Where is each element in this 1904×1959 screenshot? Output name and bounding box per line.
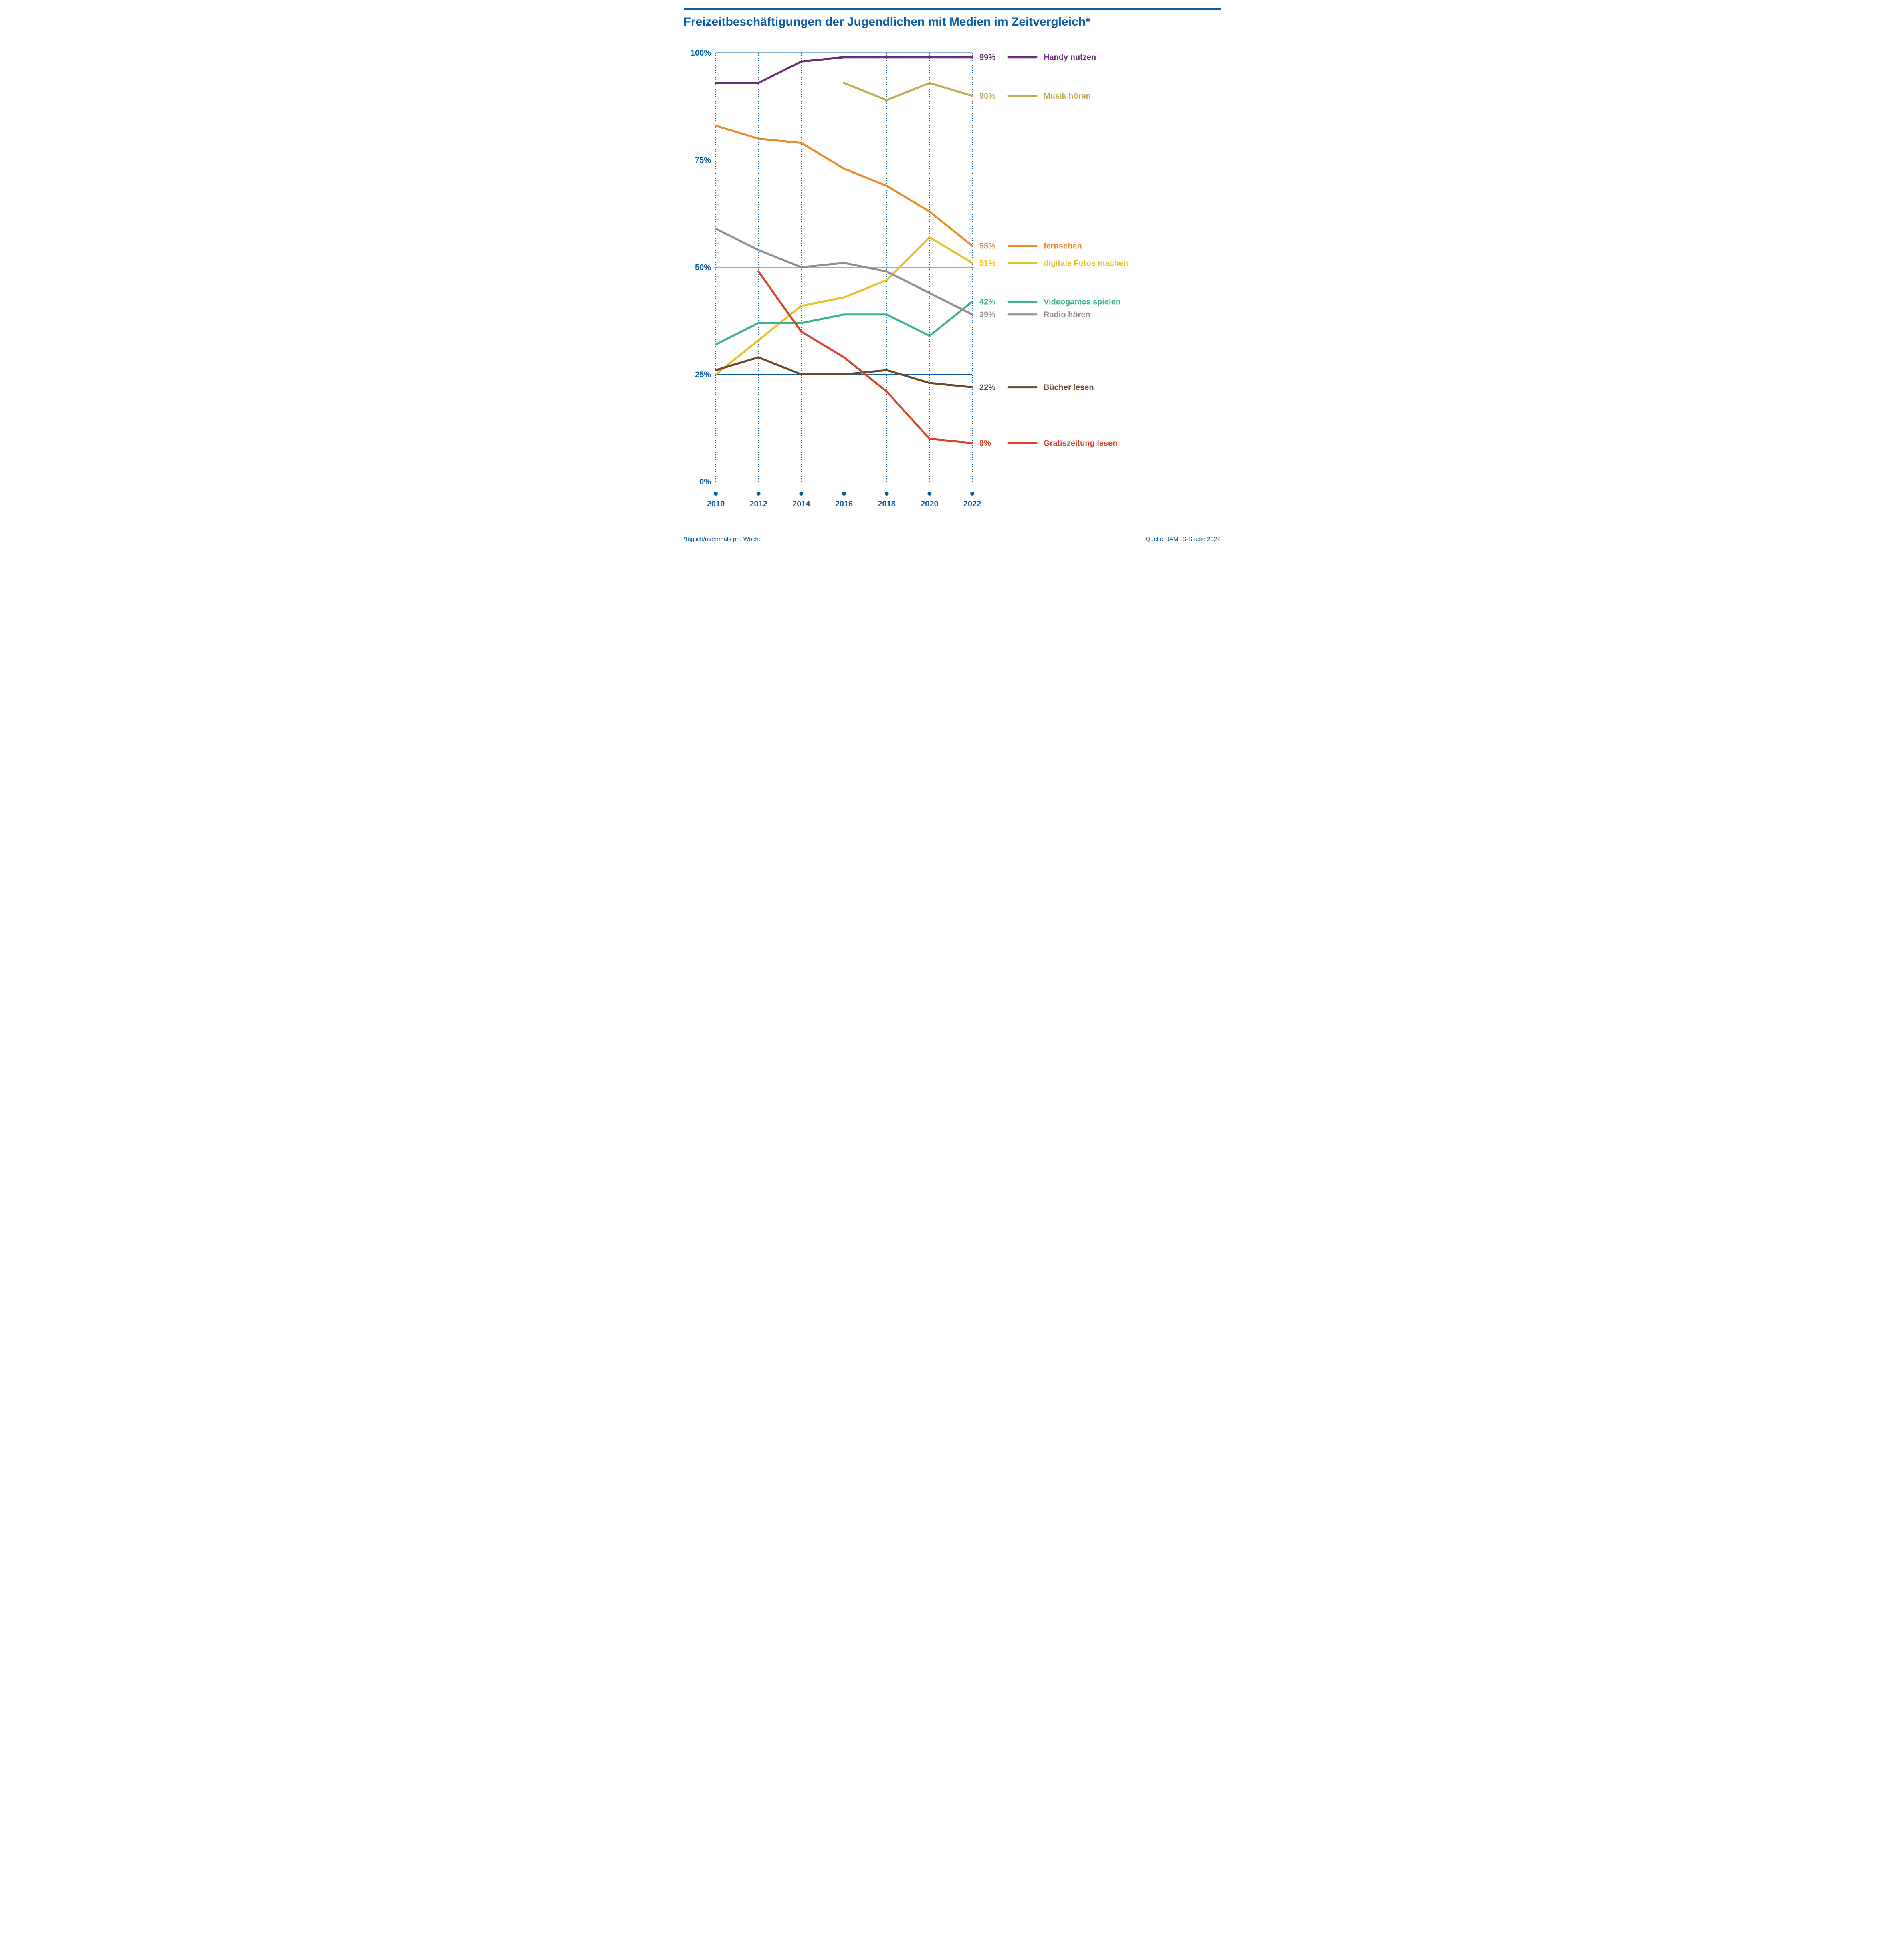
series-value-label: 22% [979,383,995,392]
chart-area: 0% 25% 50% 75% 100% 2010 2012 2014 2016 2018 2020 2… [684,41,1221,524]
x-tick-label: 2016 [835,500,853,508]
chart-title: Freizeitbeschäftigungen der Jugendlichen… [684,15,1221,29]
line-chart: 0% 25% 50% 75% 100% 2010 2012 2014 2016 2018 2020 2… [684,41,1221,522]
series-value-label: 55% [979,242,995,251]
top-rule [684,8,1221,10]
x-tick-label: 2020 [921,500,939,508]
series-value-label: 9% [979,439,991,448]
legend-label: Gratiszeitung lesen [1044,439,1118,448]
series-line [716,229,972,315]
footnote-left: *täglich/mehrmals pro Woche [684,536,762,543]
footnote-right: Quelle: JAMES-Studie 2022 [1146,536,1221,543]
legend-label: Radio hören [1044,311,1090,319]
legend-label: Musik hören [1044,92,1091,101]
x-tick-label: 2012 [749,500,767,508]
y-tick-label: 50% [695,263,711,272]
y-tick-label: 0% [699,478,711,486]
y-tick-label: 25% [695,371,711,379]
legend-label: Bücher lesen [1044,383,1094,392]
series-value-label: 39% [979,311,995,319]
x-tick-label: 2022 [963,500,981,508]
legend-label: Handy nutzen [1044,53,1096,62]
x-tick-label: 2014 [792,500,810,508]
legend-label: Videogames spielen [1044,298,1121,307]
x-tick-label: 2010 [707,500,725,508]
series-value-label: 51% [979,259,995,268]
legend-label: fernsehen [1044,242,1082,251]
x-tick-label: 2018 [878,500,896,508]
y-tick-label: 75% [695,156,711,165]
series-value-label: 99% [979,53,995,62]
legend-label: digitale Fotos machen [1044,259,1128,268]
series-value-label: 42% [979,298,995,307]
series-line [844,83,972,100]
series-value-label: 90% [979,92,995,101]
y-tick-label: 100% [690,49,711,58]
